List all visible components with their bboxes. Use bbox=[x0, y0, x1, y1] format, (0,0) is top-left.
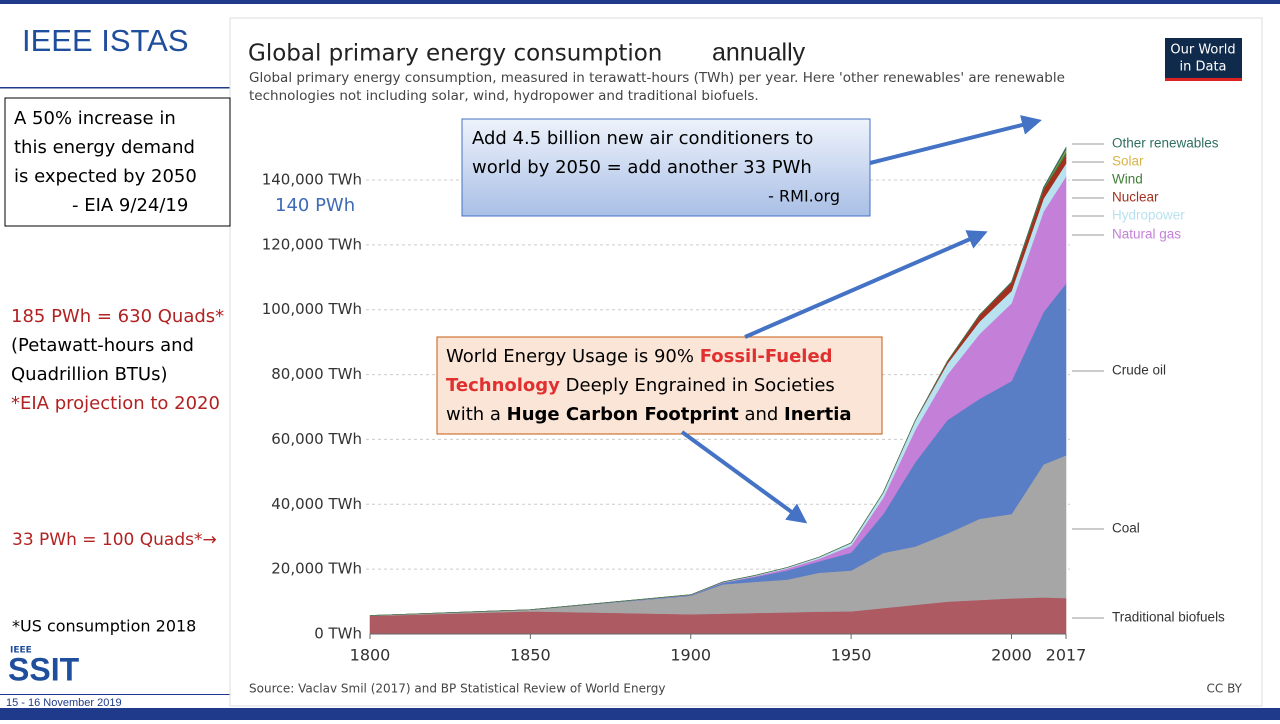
legend-label: Wind bbox=[1112, 172, 1143, 187]
y-tick-label: 60,000 TWh bbox=[271, 430, 362, 448]
legend-label: Coal bbox=[1112, 521, 1140, 536]
owid-logo-text: in Data bbox=[1179, 60, 1226, 75]
pwh-140: 140 PWh bbox=[275, 195, 355, 216]
note-line: this energy demand bbox=[14, 137, 195, 158]
top-bar bbox=[0, 0, 1280, 4]
arrow bbox=[744, 230, 988, 339]
y-tick-label: 20,000 TWh bbox=[271, 560, 362, 578]
legend-label: Hydropower bbox=[1112, 208, 1185, 223]
arrow bbox=[869, 115, 1042, 165]
callout-fossil-text: Inertia bbox=[784, 404, 852, 425]
header-rule bbox=[0, 87, 230, 89]
note-box bbox=[4, 97, 231, 227]
area bbox=[369, 146, 1067, 616]
logo-small: IEEE bbox=[10, 646, 32, 656]
legend-label: Solar bbox=[1112, 154, 1144, 169]
y-tick-label: 80,000 TWh bbox=[271, 365, 362, 383]
note-us: *US consumption 2018 bbox=[12, 617, 196, 636]
callout-ac-line: world by 2050 = add another 33 PWh bbox=[472, 157, 812, 178]
y-tick-label: 140,000 TWh bbox=[262, 171, 362, 189]
note-line: A 50% increase in bbox=[14, 108, 176, 129]
legend-label: Nuclear bbox=[1112, 190, 1159, 205]
x-tick-label: 1900 bbox=[670, 646, 711, 665]
callout-fossil-text: World Energy Usage is 90% bbox=[446, 346, 700, 367]
legend-label: Traditional biofuels bbox=[1112, 610, 1225, 625]
owid-logo-text: Our World bbox=[1170, 43, 1235, 58]
y-tick-label: 100,000 TWh bbox=[262, 300, 362, 318]
callout-ac-line: Add 4.5 billion new air conditioners to bbox=[472, 128, 813, 149]
bottom-bar bbox=[0, 708, 1280, 720]
date: 15 - 16 November 2019 bbox=[6, 697, 122, 709]
x-tick-label: 2000 bbox=[991, 646, 1032, 665]
callout-fossil bbox=[436, 336, 883, 435]
y-tick-label: 40,000 TWh bbox=[271, 495, 362, 513]
arrow bbox=[680, 430, 808, 524]
callout-fossil-text: Fossil-Fueled bbox=[700, 346, 833, 367]
y-tick-label: 0 TWh bbox=[314, 625, 362, 643]
source: Source: Vaclav Smil (2017) and BP Statis… bbox=[249, 682, 665, 696]
x-tick-label: 1800 bbox=[350, 646, 391, 665]
callout-fossil-text: Deeply Engrained in Societies bbox=[560, 375, 835, 396]
legend-label: Crude oil bbox=[1112, 363, 1166, 378]
x-tick-label: 1850 bbox=[510, 646, 551, 665]
subtitle: Global primary energy consumption, measu… bbox=[249, 70, 1065, 86]
legend-label: Other renewables bbox=[1112, 136, 1219, 151]
note-line: is expected by 2050 bbox=[14, 166, 197, 187]
callout-fossil-text: and bbox=[739, 404, 784, 425]
header: IEEE ISTAS bbox=[22, 23, 189, 58]
callout-ac bbox=[461, 118, 871, 217]
annually: annually bbox=[712, 39, 806, 67]
note-33: 33 PWh = 100 Quads*→ bbox=[12, 530, 217, 550]
callout-fossil-line: Technology Deeply Engrained in Societies bbox=[446, 375, 835, 396]
owid-logo-bar bbox=[1165, 78, 1242, 81]
x-tick-label: 2017 bbox=[1046, 646, 1087, 665]
note-185-line: *EIA projection to 2020 bbox=[11, 393, 220, 414]
callout-fossil-line: with a Huge Carbon Footprint and Inertia bbox=[446, 404, 852, 425]
note-line: - EIA 9/24/19 bbox=[72, 195, 188, 216]
owid-logo bbox=[1165, 38, 1242, 81]
note-185-line: (Petawatt-hours and bbox=[11, 335, 194, 356]
logo: SSIT bbox=[8, 651, 80, 687]
note-185-line: Quadrillion BTUs) bbox=[11, 364, 168, 385]
footer-rule bbox=[0, 694, 230, 695]
x-tick-label: 1950 bbox=[831, 646, 872, 665]
y-tick-label: 120,000 TWh bbox=[262, 235, 362, 253]
callout-fossil-line: World Energy Usage is 90% Fossil-Fueled bbox=[446, 346, 833, 367]
legend-label: Natural gas bbox=[1112, 227, 1181, 242]
callout-fossil-text: Technology bbox=[446, 375, 560, 396]
chart-title: Global primary energy consumption bbox=[248, 41, 662, 67]
callout-ac-line: - RMI.org bbox=[768, 187, 840, 206]
license: CC BY bbox=[1207, 682, 1243, 696]
subtitle: technologies not including solar, wind, … bbox=[249, 88, 759, 104]
note-185-line: 185 PWh = 630 Quads* bbox=[11, 306, 224, 327]
callout-fossil-text: Huge Carbon Footprint bbox=[507, 404, 739, 425]
callout-fossil-text: with a bbox=[446, 404, 507, 425]
